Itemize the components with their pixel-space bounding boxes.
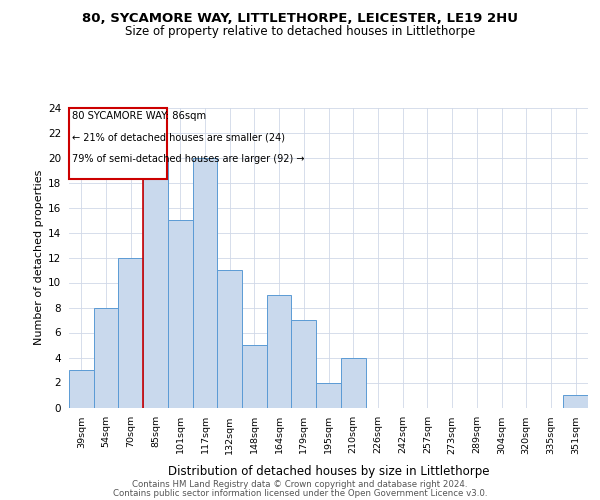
Bar	[217, 270, 242, 407]
Bar	[193, 158, 217, 408]
Text: 79% of semi-detached houses are larger (92) →: 79% of semi-detached houses are larger (…	[72, 154, 304, 164]
Bar	[316, 382, 341, 407]
Bar	[341, 358, 365, 408]
Text: Contains public sector information licensed under the Open Government Licence v3: Contains public sector information licen…	[113, 490, 487, 498]
Bar	[143, 158, 168, 408]
Bar	[242, 345, 267, 408]
Text: 80 SYCAMORE WAY: 86sqm: 80 SYCAMORE WAY: 86sqm	[72, 110, 206, 120]
Bar	[69, 370, 94, 408]
Bar	[563, 395, 588, 407]
Y-axis label: Number of detached properties: Number of detached properties	[34, 170, 44, 345]
Bar	[267, 295, 292, 408]
Bar	[94, 308, 118, 408]
Bar	[168, 220, 193, 408]
Text: 80, SYCAMORE WAY, LITTLETHORPE, LEICESTER, LE19 2HU: 80, SYCAMORE WAY, LITTLETHORPE, LEICESTE…	[82, 12, 518, 26]
Text: Size of property relative to detached houses in Littlethorpe: Size of property relative to detached ho…	[125, 25, 475, 38]
X-axis label: Distribution of detached houses by size in Littlethorpe: Distribution of detached houses by size …	[168, 465, 489, 478]
Bar	[292, 320, 316, 408]
Text: Contains HM Land Registry data © Crown copyright and database right 2024.: Contains HM Land Registry data © Crown c…	[132, 480, 468, 489]
Bar	[69, 108, 167, 179]
Bar	[118, 258, 143, 408]
Text: ← 21% of detached houses are smaller (24): ← 21% of detached houses are smaller (24…	[72, 132, 285, 142]
